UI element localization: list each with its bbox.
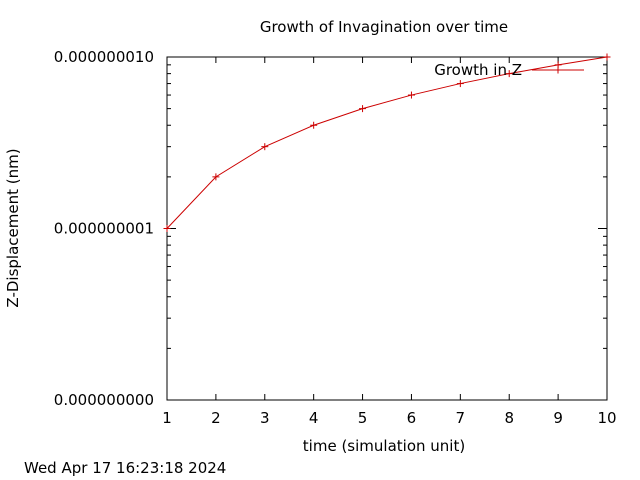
x-tick-label: 5	[358, 409, 368, 427]
x-tick-label: 3	[260, 409, 270, 427]
data-point-marker	[163, 225, 171, 232]
timestamp: Wed Apr 17 16:23:18 2024	[24, 459, 226, 477]
x-tick-label: 9	[553, 409, 563, 427]
legend-label: Growth in Z	[434, 61, 522, 79]
legend-marker	[554, 66, 562, 74]
x-tick-label: 7	[456, 409, 466, 427]
data-point-marker	[456, 80, 464, 88]
plot-area	[166, 56, 608, 401]
data-point-marker	[407, 91, 415, 99]
data-point-marker	[505, 70, 513, 78]
y-tick-label: 0.000000010	[54, 48, 154, 66]
series-layer	[163, 53, 611, 232]
y-axis-label: Z-Displacement (nm)	[4, 148, 22, 307]
data-point-marker	[310, 121, 318, 129]
legend: Growth in Z	[434, 61, 584, 79]
x-axis-label: time (simulation unit)	[303, 437, 465, 455]
x-tick-label: 4	[309, 409, 319, 427]
x-tick-label: 8	[504, 409, 514, 427]
x-tick-label: 1	[162, 409, 172, 427]
series-line	[166, 56, 608, 229]
data-point-marker	[261, 143, 269, 151]
x-tick-label: 6	[407, 409, 417, 427]
y-axis-ticks: 0.000000000 0.000000001 0.000000010	[54, 48, 607, 409]
data-point-marker	[212, 173, 220, 181]
x-tick-label: 2	[211, 409, 221, 427]
y-tick-label: 0.000000001	[54, 220, 154, 238]
x-tick-label: 10	[597, 409, 616, 427]
chart-title: Growth of Invagination over time	[260, 18, 508, 36]
data-point-marker	[359, 105, 367, 113]
y-minor-ticks	[167, 64, 607, 349]
y-tick-label: 0.000000000	[54, 391, 154, 409]
plot-border	[166, 56, 608, 401]
x-axis-ticks: 1 2 3 4 5 6 7 8 9 10	[162, 57, 617, 427]
data-point-marker	[603, 53, 611, 61]
